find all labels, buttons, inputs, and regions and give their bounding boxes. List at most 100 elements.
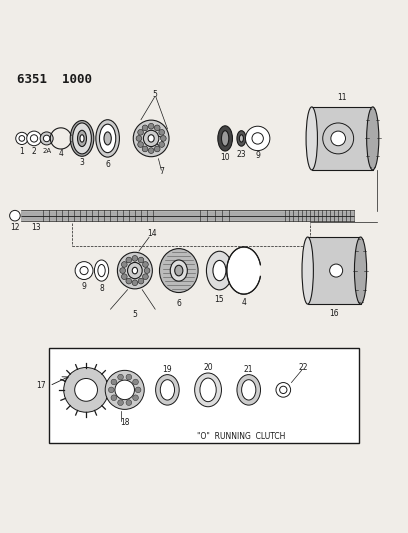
- Circle shape: [138, 257, 144, 263]
- Circle shape: [142, 125, 148, 131]
- Ellipse shape: [302, 237, 313, 304]
- Ellipse shape: [80, 135, 84, 142]
- Text: 17: 17: [36, 381, 45, 390]
- Text: 16: 16: [329, 309, 339, 318]
- Text: 2: 2: [32, 147, 36, 156]
- Ellipse shape: [195, 373, 222, 407]
- Circle shape: [111, 395, 117, 401]
- Circle shape: [144, 268, 150, 273]
- Circle shape: [323, 123, 354, 154]
- Text: 15: 15: [215, 295, 224, 304]
- Circle shape: [16, 132, 28, 144]
- Text: 4: 4: [58, 149, 63, 158]
- Circle shape: [111, 379, 117, 385]
- Circle shape: [246, 126, 270, 151]
- Text: 8: 8: [99, 284, 104, 293]
- Circle shape: [154, 146, 160, 152]
- Circle shape: [126, 278, 132, 284]
- Text: 23: 23: [237, 150, 246, 159]
- Circle shape: [252, 133, 264, 144]
- Ellipse shape: [70, 120, 94, 156]
- Circle shape: [154, 125, 160, 131]
- Ellipse shape: [128, 262, 142, 279]
- Circle shape: [75, 262, 93, 279]
- Ellipse shape: [133, 120, 169, 157]
- Ellipse shape: [104, 132, 111, 145]
- Circle shape: [330, 264, 343, 277]
- Text: 12: 12: [10, 223, 20, 232]
- Text: 6: 6: [176, 300, 181, 309]
- Text: "O"  RUNNING  CLUTCH: "O" RUNNING CLUTCH: [197, 432, 285, 441]
- Circle shape: [142, 262, 148, 268]
- Circle shape: [132, 255, 138, 261]
- Circle shape: [160, 135, 166, 141]
- Ellipse shape: [306, 107, 317, 170]
- Circle shape: [142, 146, 148, 152]
- Circle shape: [19, 135, 25, 141]
- Ellipse shape: [156, 136, 162, 146]
- Ellipse shape: [118, 252, 152, 289]
- Text: 9: 9: [255, 151, 260, 160]
- Ellipse shape: [206, 251, 233, 290]
- Circle shape: [279, 386, 287, 393]
- Circle shape: [138, 142, 144, 147]
- Text: 14: 14: [147, 230, 157, 238]
- Text: 6351  1000: 6351 1000: [17, 74, 92, 86]
- Circle shape: [109, 387, 114, 393]
- Text: 18: 18: [120, 418, 129, 427]
- Text: 21: 21: [244, 365, 253, 374]
- Circle shape: [105, 370, 144, 409]
- Circle shape: [30, 135, 38, 142]
- Ellipse shape: [100, 124, 116, 152]
- Circle shape: [122, 274, 127, 279]
- Circle shape: [80, 266, 88, 274]
- Ellipse shape: [237, 131, 246, 146]
- Ellipse shape: [148, 135, 154, 142]
- Ellipse shape: [355, 237, 367, 304]
- Ellipse shape: [153, 132, 166, 150]
- Ellipse shape: [170, 260, 187, 281]
- Circle shape: [10, 211, 20, 221]
- Circle shape: [159, 130, 164, 135]
- Ellipse shape: [132, 268, 137, 274]
- Text: 13: 13: [32, 223, 41, 232]
- Text: 9: 9: [82, 281, 86, 290]
- Text: 4: 4: [242, 298, 246, 307]
- Circle shape: [126, 374, 132, 380]
- Bar: [49, 348, 359, 443]
- Circle shape: [120, 268, 126, 273]
- Circle shape: [276, 383, 290, 397]
- Text: 7: 7: [159, 167, 164, 176]
- Ellipse shape: [96, 120, 120, 157]
- Bar: [308, 237, 361, 304]
- Text: 19: 19: [163, 365, 172, 374]
- Circle shape: [122, 262, 127, 268]
- Circle shape: [136, 135, 142, 141]
- Circle shape: [133, 395, 138, 401]
- Ellipse shape: [228, 248, 260, 293]
- Ellipse shape: [94, 260, 109, 281]
- Ellipse shape: [222, 131, 229, 146]
- Circle shape: [40, 132, 53, 145]
- Circle shape: [148, 148, 154, 154]
- Circle shape: [148, 123, 154, 129]
- Circle shape: [138, 130, 144, 135]
- Text: 22: 22: [298, 364, 308, 373]
- Circle shape: [64, 367, 109, 412]
- Circle shape: [159, 142, 164, 147]
- Ellipse shape: [78, 130, 86, 147]
- Ellipse shape: [213, 261, 226, 281]
- Ellipse shape: [175, 265, 183, 276]
- Text: 3: 3: [80, 158, 84, 167]
- Circle shape: [126, 257, 132, 263]
- Ellipse shape: [200, 378, 216, 402]
- Text: 5: 5: [133, 310, 137, 319]
- Circle shape: [126, 400, 132, 406]
- Text: 1: 1: [20, 147, 24, 156]
- Circle shape: [133, 379, 138, 385]
- Circle shape: [75, 378, 98, 401]
- Text: 11: 11: [337, 93, 347, 102]
- Circle shape: [142, 274, 148, 279]
- Circle shape: [138, 278, 144, 284]
- Ellipse shape: [160, 379, 175, 400]
